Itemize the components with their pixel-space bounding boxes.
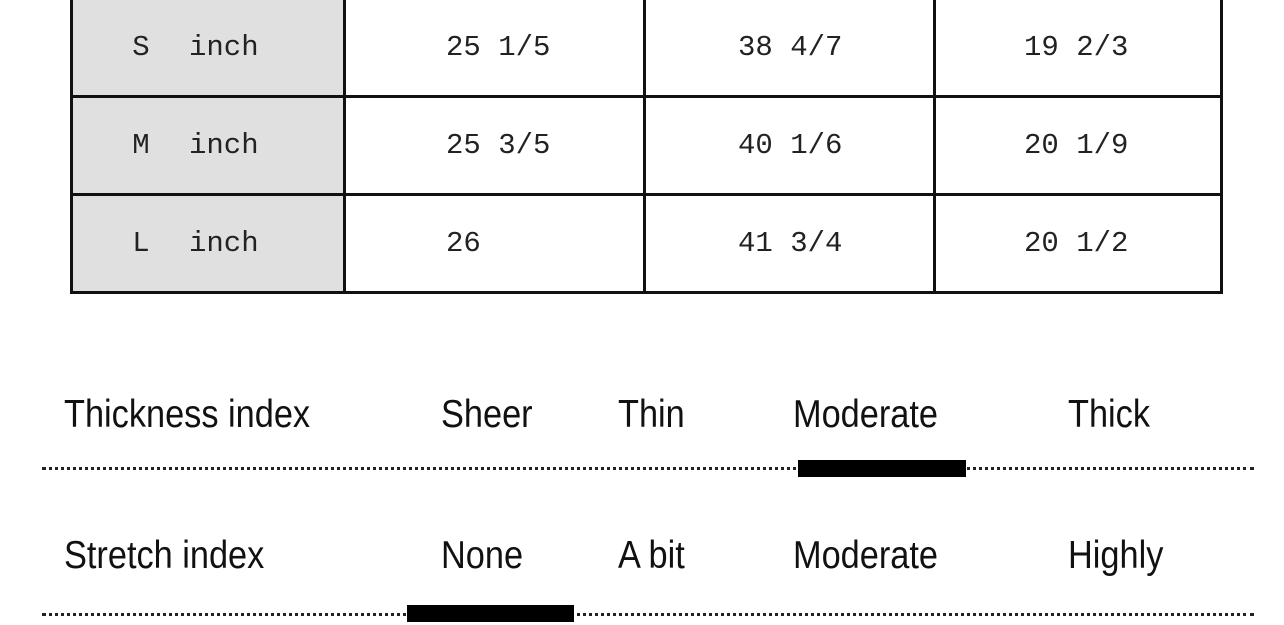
table-cell: 25 1/5 [343, 0, 646, 98]
thickness-index-label: Thickness index [64, 393, 311, 436]
table-cell: 20 1/2 [933, 193, 1223, 294]
table-cell: 41 3/4 [643, 193, 936, 294]
size-label: L [132, 227, 150, 260]
thickness-option: Thin [618, 393, 685, 436]
thickness-option: Moderate [793, 393, 938, 436]
table-cell: 19 2/3 [933, 0, 1223, 98]
size-label: M [132, 129, 150, 162]
stretch-selected-marker [407, 605, 574, 622]
table-cell: 40 1/6 [643, 95, 936, 196]
size-label: S [132, 31, 150, 64]
table-cell: 20 1/9 [933, 95, 1223, 196]
thickness-option: Thick [1068, 393, 1151, 436]
stretch-option: Highly [1068, 534, 1164, 577]
stretch-option: None [441, 534, 524, 577]
stretch-option: A bit [618, 534, 685, 577]
unit-label: inch [189, 129, 259, 162]
unit-label: inch [189, 227, 259, 260]
stretch-option: Moderate [793, 534, 938, 577]
stretch-scale-line [42, 613, 1254, 616]
unit-label: inch [189, 31, 259, 64]
thickness-selected-marker [798, 460, 966, 477]
table-cell: 25 3/5 [343, 95, 646, 196]
thickness-option: Sheer [441, 393, 533, 436]
table-cell: 26 [343, 193, 646, 294]
stretch-index-label: Stretch index [64, 534, 265, 577]
thickness-scale-line [42, 467, 1254, 470]
table-cell: 38 4/7 [643, 0, 936, 98]
